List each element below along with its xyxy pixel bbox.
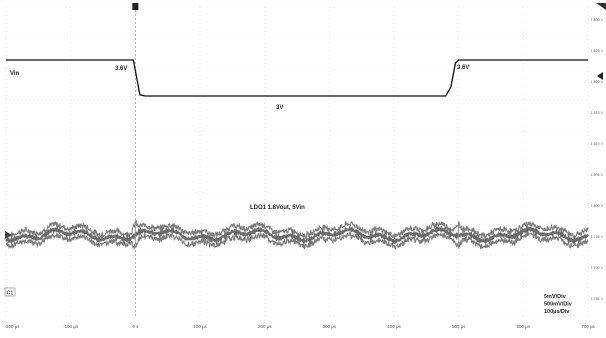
vin-trace [6,59,588,97]
scale-info-line: 500mV/Div [544,302,573,308]
y-tick-label: 1.820 V [591,80,604,84]
vin-offset-marker-icon [597,72,603,80]
x-tick-label: 400 µs [387,324,401,329]
y-tick-label: 1.830 V [591,18,604,22]
trigger-marker-icon [132,3,139,10]
x-tick-label: 500 µs [452,324,466,329]
vin-label: Vin [10,71,20,77]
ldo-offset-marker-icon [5,231,12,239]
channel-marker-label: C1 [7,291,14,297]
channel-marker-box [4,287,16,297]
x-tick-label: 700 µs [581,324,595,329]
ldo-output-trace [5,224,590,246]
vin-trace-group [6,59,588,97]
labels: Vin 3.6V 3V 3.6V LDO1 1.8Vout, 5Vin C1 5mV/Div… [4,18,603,329]
y-tick-label: 1.785 V [591,297,604,301]
x-tick-label: 0 s [132,324,139,329]
y-tick-label: 1.810 V [591,142,604,146]
y-tick-label: 1.790 V [591,266,604,270]
ldo-trace-group [5,219,590,251]
y-tick-label: 1.825 V [591,49,604,53]
scale-info-line: 5mV/Div [544,294,567,300]
y-tick-label: 1.795 V [591,235,604,239]
x-tick-label: -100 µs [63,324,79,329]
markers [5,3,606,239]
y-tick-label: 1.805 V [591,173,604,177]
ldo-noise-lower [5,230,589,251]
x-tick-label: 600 µs [517,324,531,329]
ldo-noise-upper [5,219,589,241]
x-tick-label: 300 µs [323,324,337,329]
x-tick-label: 200 µs [258,324,272,329]
corner-marker-icon [596,3,606,10]
vin-high-right-label: 3.6V [457,65,469,71]
x-tick-label: 100 µs [193,324,207,329]
grid [5,6,589,318]
ldo-label: LDO1 1.8Vout, 5Vin [250,205,305,211]
scale-info-line: 100µs/Div [544,309,570,315]
y-tick-label: 1.800 V [591,204,604,208]
x-tick-label: -200 µs [4,324,20,329]
y-tick-label: 1.815 V [591,111,604,115]
vin-low-label: 3V [276,105,283,111]
vin-high-left-label: 3.6V [115,66,127,72]
